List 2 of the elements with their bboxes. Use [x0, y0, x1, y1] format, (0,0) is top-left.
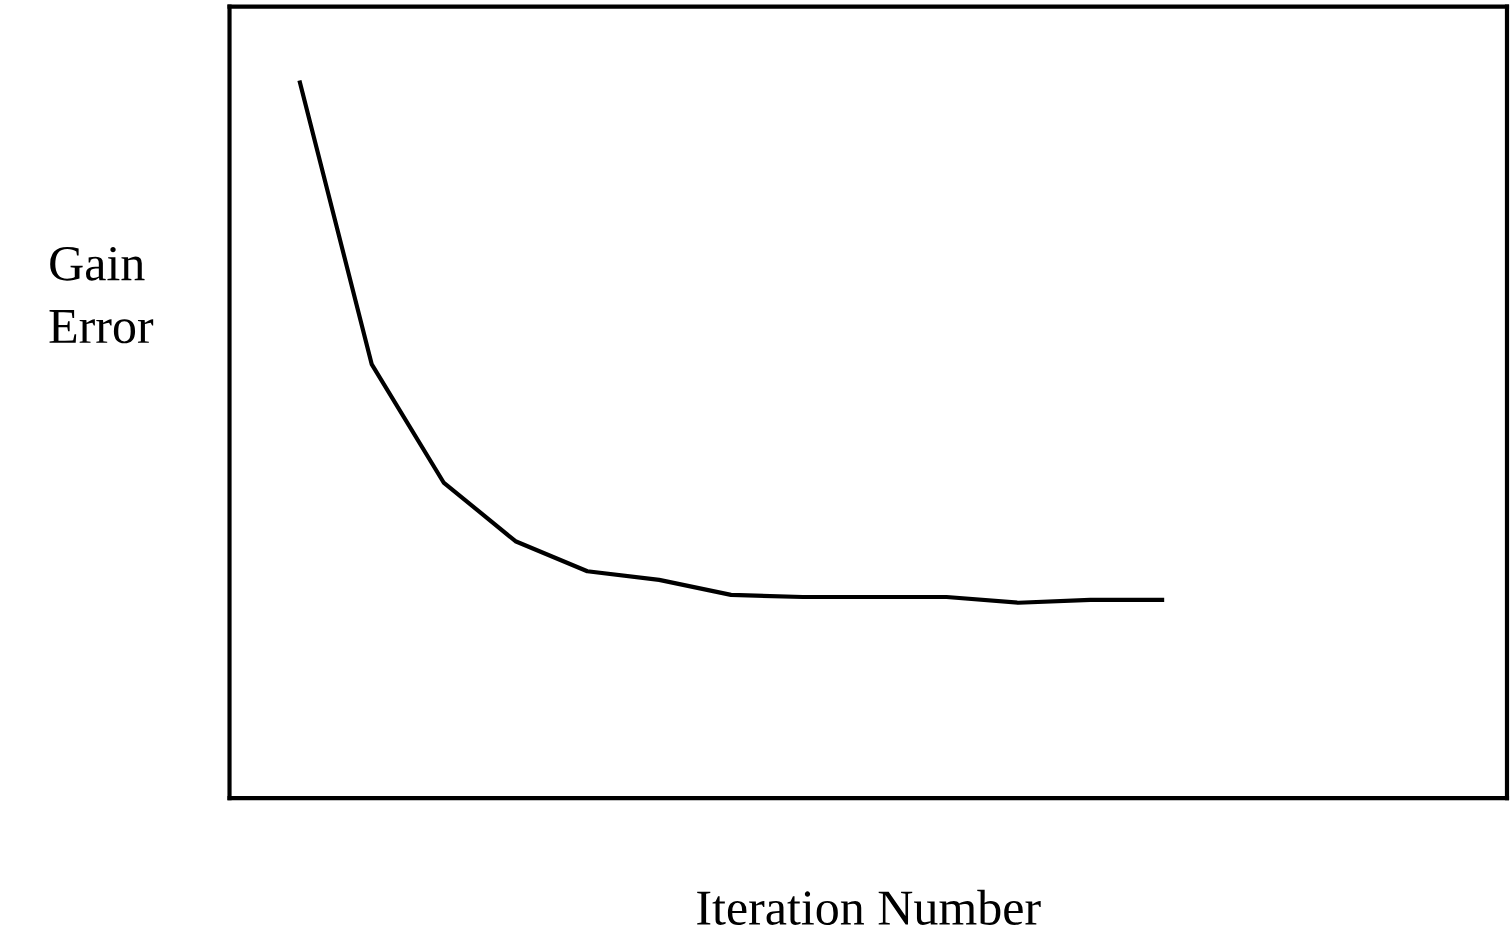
- x-axis-title: Iteration Number: [697, 889, 1041, 925]
- y-axis-title: Gain Error: [49, 247, 154, 344]
